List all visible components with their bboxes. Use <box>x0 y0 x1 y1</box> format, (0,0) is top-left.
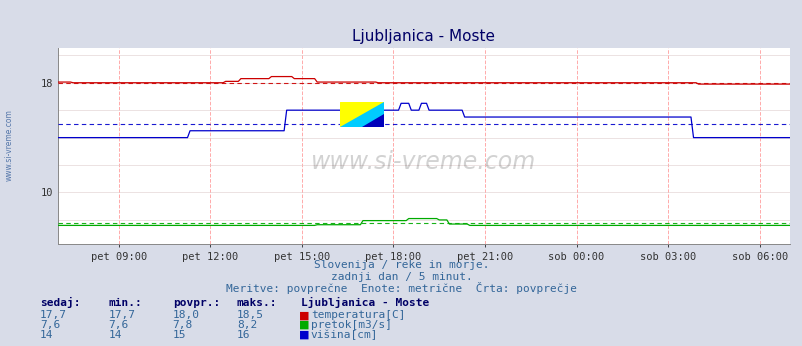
Polygon shape <box>339 102 383 127</box>
Text: 17,7: 17,7 <box>40 310 67 320</box>
Polygon shape <box>339 102 383 127</box>
Text: ■: ■ <box>298 320 309 330</box>
Text: Meritve: povprečne  Enote: metrične  Črta: povprečje: Meritve: povprečne Enote: metrične Črta:… <box>225 282 577 294</box>
Text: ■: ■ <box>298 330 309 340</box>
Text: sedaj:: sedaj: <box>40 297 80 308</box>
Text: povpr.:: povpr.: <box>172 298 220 308</box>
Text: www.si-vreme.com: www.si-vreme.com <box>311 150 536 174</box>
Text: 17,7: 17,7 <box>108 310 136 320</box>
Text: Ljubljanica - Moste: Ljubljanica - Moste <box>301 297 429 308</box>
Title: Ljubljanica - Moste: Ljubljanica - Moste <box>352 29 495 45</box>
Text: temperatura[C]: temperatura[C] <box>310 310 405 320</box>
Text: 18,5: 18,5 <box>237 310 264 320</box>
Text: 14: 14 <box>108 330 122 340</box>
Text: 14: 14 <box>40 330 54 340</box>
Text: 16: 16 <box>237 330 250 340</box>
Text: zadnji dan / 5 minut.: zadnji dan / 5 minut. <box>330 272 472 282</box>
Text: www.si-vreme.com: www.si-vreme.com <box>4 109 14 181</box>
Text: 8,2: 8,2 <box>237 320 257 330</box>
Text: min.:: min.: <box>108 298 142 308</box>
Text: višina[cm]: višina[cm] <box>310 329 378 340</box>
Text: 18,0: 18,0 <box>172 310 200 320</box>
Polygon shape <box>361 114 383 127</box>
Text: 15: 15 <box>172 330 186 340</box>
Text: maks.:: maks.: <box>237 298 277 308</box>
Text: 7,6: 7,6 <box>40 320 60 330</box>
Text: 7,8: 7,8 <box>172 320 192 330</box>
Text: ■: ■ <box>298 310 309 320</box>
Text: pretok[m3/s]: pretok[m3/s] <box>310 320 391 330</box>
Text: Slovenija / reke in morje.: Slovenija / reke in morje. <box>314 260 488 270</box>
Text: 7,6: 7,6 <box>108 320 128 330</box>
